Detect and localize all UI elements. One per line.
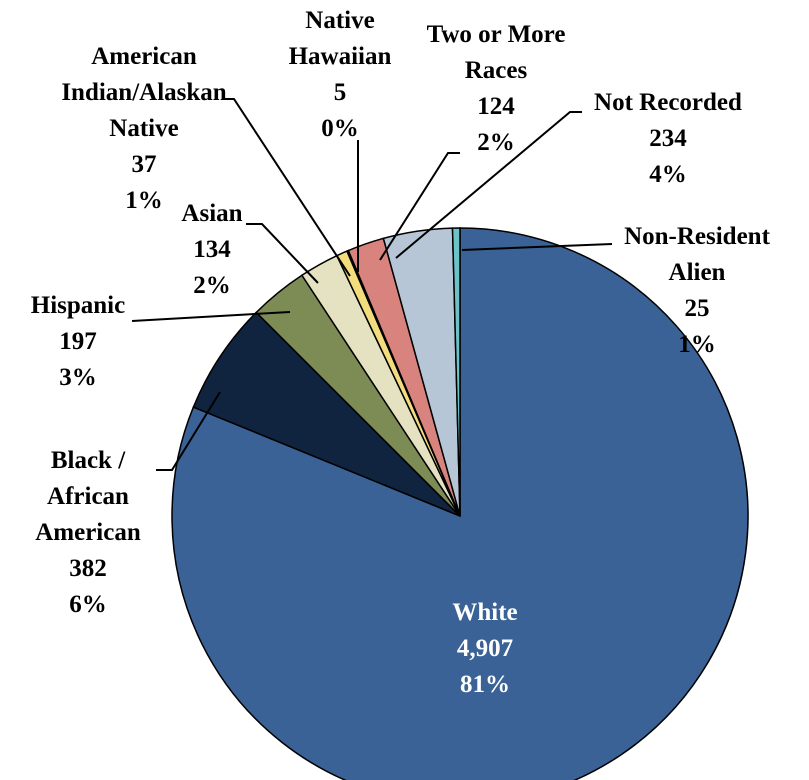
slice-percent-hispanic: 3% (59, 364, 97, 391)
slice-percent-asian: 2% (193, 272, 231, 299)
leader-lines (131, 98, 613, 471)
slice-label-american-indian-alaskan-native: American Indian/Alaskan Native 37 1% (61, 43, 226, 214)
slice-name-non-resident-alien: Alien (669, 259, 726, 286)
slice-labels: White 4,907 81% Black / African American 382 6%… (31, 7, 771, 698)
slice-label-native-hawaiian: Native Hawaiian 5 0% (289, 7, 392, 142)
slice-value-black-african-american: 382 (69, 555, 107, 582)
slice-value-not-recorded: 234 (649, 125, 687, 152)
slice-label-black-african-american: Black / African American 382 6% (35, 447, 141, 618)
slice-name-native-hawaiian: Native (305, 7, 374, 34)
slice-value-two-or-more-races: 124 (477, 93, 515, 120)
leader-line-not-recorded (395, 111, 582, 259)
slice-label-white: White 4,907 81% (452, 599, 517, 698)
leader-line-two-or-more-races (379, 152, 460, 261)
slice-percent-two-or-more-races: 2% (477, 129, 515, 156)
slice-name-asian: Asian (181, 200, 242, 227)
slice-label-asian: Asian 134 2% (181, 200, 242, 299)
slice-label-hispanic: Hispanic 197 3% (31, 292, 125, 391)
slice-name-black-african-american: American (35, 519, 141, 546)
slice-name-white: White (452, 599, 517, 626)
leader-line-black-african-american (156, 391, 221, 471)
slice-name-native-hawaiian: Hawaiian (289, 43, 392, 70)
slice-percent-white: 81% (460, 671, 510, 698)
slice-value-hispanic: 197 (59, 328, 97, 355)
slice-value-non-resident-alien: 25 (685, 295, 710, 322)
slice-name-black-african-american: African (47, 483, 129, 510)
slice-percent-not-recorded: 4% (649, 161, 687, 188)
slice-name-two-or-more-races: Two or More (427, 21, 566, 48)
slice-name-non-resident-alien: Non-Resident (624, 223, 771, 250)
slice-label-two-or-more-races: Two or More Races 124 2% (427, 21, 566, 156)
pie-slices (171, 227, 749, 780)
slice-name-two-or-more-races: Races (465, 57, 528, 84)
leader-line-hispanic (131, 311, 291, 322)
leader-line-asian (246, 223, 319, 284)
leader-line-non-resident-alien (461, 243, 613, 251)
slice-value-white: 4,907 (457, 635, 513, 662)
slice-value-native-hawaiian: 5 (334, 79, 347, 106)
slice-value-american-indian-alaskan-native: 37 (132, 151, 157, 178)
slice-name-american-indian-alaskan-native: Indian/Alaskan (61, 79, 226, 106)
slice-value-asian: 134 (193, 236, 231, 263)
slice-percent-black-african-american: 6% (69, 591, 107, 618)
slice-name-black-african-american: Black / (51, 447, 126, 474)
slice-label-non-resident-alien: Non-Resident Alien 25 1% (624, 223, 771, 358)
slice-percent-native-hawaiian: 0% (321, 115, 359, 142)
slice-name-not-recorded: Not Recorded (594, 89, 742, 116)
pie-slice-non-resident-alien (451, 227, 461, 517)
slice-name-hispanic: Hispanic (31, 292, 125, 319)
slice-name-american-indian-alaskan-native: Native (109, 115, 178, 142)
slice-name-american-indian-alaskan-native: American (91, 43, 197, 70)
leader-line-american-indian-alaskan-native (222, 98, 351, 277)
slice-percent-american-indian-alaskan-native: 1% (125, 187, 163, 214)
slice-label-not-recorded: Not Recorded 234 4% (594, 89, 742, 188)
slice-percent-non-resident-alien: 1% (678, 331, 716, 358)
